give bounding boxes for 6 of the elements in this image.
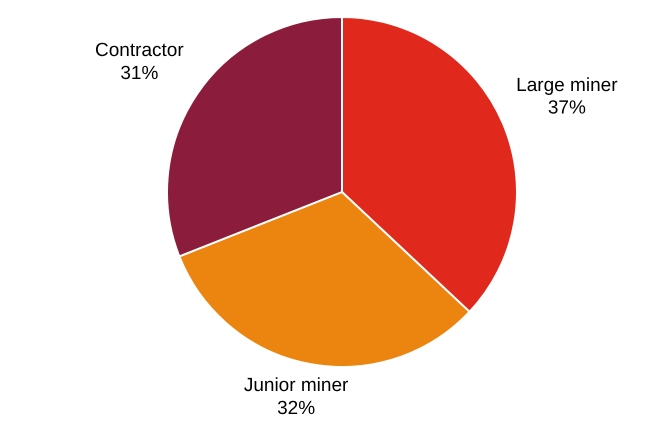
data-label: 31%: [120, 63, 158, 84]
slice-label: Contractor: [95, 40, 184, 62]
data-label: 37%: [548, 98, 586, 119]
data-label: 32%: [277, 398, 316, 419]
slice-label: Junior miner: [244, 375, 350, 396]
slice-label: Large miner: [516, 74, 618, 96]
